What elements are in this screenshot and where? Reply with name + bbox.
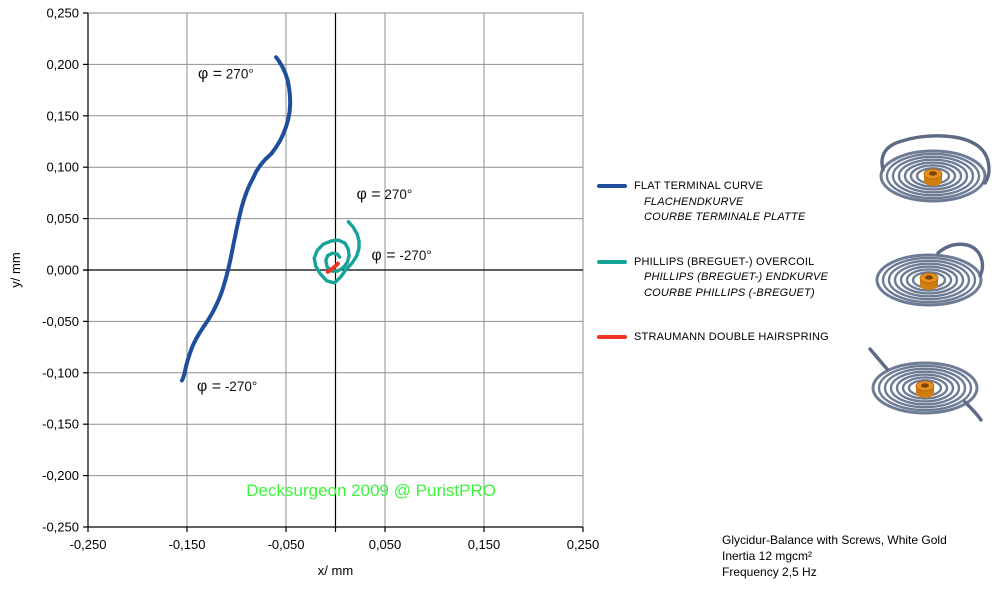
legend-label: FLAT TERMINAL CURVE (634, 180, 764, 192)
y-tick-label: 0,050 (46, 211, 79, 226)
tick-labels: 0,250 0,200 0,150 0,100 0,050 0,000 -0,050 -0,1… (42, 6, 599, 553)
x-tick-label: -0,050 (268, 537, 305, 552)
series-0 (179, 55, 293, 383)
balance-info-line: Frequency 2,5 Hz (722, 565, 817, 579)
watermark-text: Decksurgeon 2009 @ PuristPRO (246, 481, 496, 500)
phi-annotation: φ = 270° (356, 186, 412, 203)
y-tick-label: 0,000 (46, 263, 79, 278)
legend-label: STRAUMANN DOUBLE HAIRSPRING (634, 331, 829, 343)
x-tick-label: 0,250 (567, 537, 600, 552)
overcoil-hairspring-image (875, 242, 985, 307)
legend-label: PHILLIPS (BREGUET-) OVERCOIL (634, 255, 815, 268)
legend-translation: COURBE PHILLIPS (-BREGUET) (644, 286, 815, 299)
balance-info-line: Glycidur-Balance with Screws, White Gold (722, 533, 947, 547)
double-hairspring-image (868, 347, 983, 422)
x-tick-label: 0,150 (468, 537, 501, 552)
y-tick-label: -0,100 (42, 365, 79, 380)
legend-item-phillips-overcoil: PHILLIPS (BREGUET-) OVERCOIL PHILLIPS (B… (597, 255, 847, 302)
terminal-curve-chart: 0,250 0,200 0,150 0,100 0,050 0,000 -0,050 -0,1… (8, 6, 599, 579)
legend-swatch-overcoil-icon (597, 259, 627, 264)
balance-info: Glycidur-Balance with Screws, White Gold… (722, 532, 947, 580)
legend-translation: FLACHENDKURVE (644, 195, 744, 208)
balance-info-line: Inertia 12 mgcm² (722, 549, 813, 563)
flat-hairspring-image (879, 134, 991, 203)
y-tick-label: 0,150 (46, 108, 79, 123)
y-tick-label: 0,100 (46, 160, 79, 175)
x-tick-label: 0,050 (369, 537, 402, 552)
legend-item-straumann-double: STRAUMANN DOUBLE HAIRSPRING (597, 330, 847, 346)
series-2 (325, 261, 340, 274)
phi-annotation: φ = -270° (197, 378, 257, 395)
y-tick-label: -0,150 (42, 417, 79, 432)
legend-swatch-straumann-icon (597, 335, 627, 339)
y-tick-label: -0,050 (42, 314, 79, 329)
legend-translation: COURBE TERMINALE PLATTE (644, 211, 806, 223)
y-tick-label: -0,250 (42, 520, 79, 535)
phi-annotation: φ = 270° (198, 66, 254, 83)
series-1 (312, 219, 361, 285)
x-tick-label: -0,250 (70, 537, 107, 552)
x-axis-title: x/ mm (318, 563, 353, 578)
legend-item-flat-terminal-curve: FLAT TERMINAL CURVE FLACHENDKURVE COURBE… (597, 179, 847, 226)
x-tick-label: -0,150 (169, 537, 206, 552)
phi-annotation: φ = -270° (371, 247, 431, 264)
chart-legend: FLAT TERMINAL CURVE FLACHENDKURVE COURBE… (597, 179, 847, 346)
legend-translation: PHILLIPS (BREGUET-) ENDKURVE (644, 271, 829, 283)
y-tick-label: -0,200 (42, 468, 79, 483)
y-tick-label: 0,200 (46, 57, 79, 72)
y-axis-title: y/ mm (8, 252, 23, 287)
y-tick-label: 0,250 (46, 6, 79, 21)
legend-swatch-flat-icon (597, 184, 627, 188)
